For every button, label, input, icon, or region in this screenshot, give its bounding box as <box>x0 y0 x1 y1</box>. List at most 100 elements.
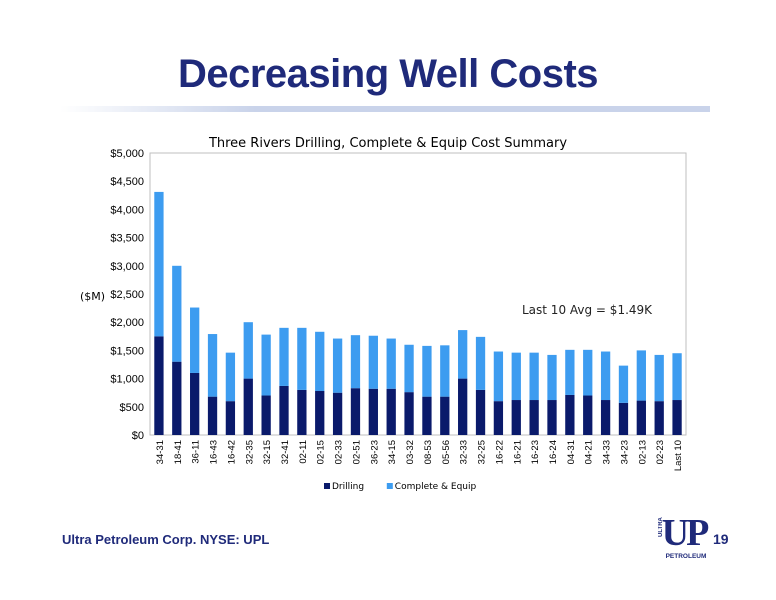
y-tick-label: $5,000 <box>110 148 144 160</box>
bar-drilling <box>422 396 432 435</box>
x-tick-label: 34-23 <box>619 440 630 464</box>
x-tick-label: 04-21 <box>584 440 595 464</box>
bar-complete-equip <box>618 365 629 403</box>
bar-drilling <box>243 378 253 435</box>
x-tick-label: 02-15 <box>316 440 327 464</box>
bar-drilling <box>315 391 325 435</box>
bar-complete-equip <box>315 331 325 392</box>
logo-word-top: ULTRA <box>658 516 664 537</box>
y-tick-label: $4,500 <box>110 176 144 188</box>
bar-complete-equip <box>600 351 611 401</box>
bar-complete-equip <box>565 349 575 395</box>
bar-drilling <box>440 396 450 435</box>
bar-drilling <box>297 389 307 435</box>
chart-legend: Drilling Complete & Equip <box>324 482 477 492</box>
x-tick-label: 32-15 <box>262 440 273 464</box>
bar-complete-equip <box>261 334 271 396</box>
legend-swatch-drilling <box>324 483 330 489</box>
bar-drilling <box>475 389 486 435</box>
bar-complete-equip <box>529 352 539 401</box>
bar-complete-equip <box>154 191 164 337</box>
bar-complete-equip <box>279 327 289 386</box>
bar-drilling <box>368 388 378 435</box>
bar-complete-equip <box>190 307 200 373</box>
x-tick-label: 18-41 <box>173 440 184 464</box>
bar-drilling <box>493 401 504 435</box>
x-tick-label: 32-33 <box>459 440 470 464</box>
chart-title: Three Rivers Drilling, Complete & Equip … <box>208 136 567 151</box>
legend-swatch-complete-equip <box>386 483 393 489</box>
bar-drilling <box>458 378 468 435</box>
bar-complete-equip <box>386 338 396 389</box>
x-tick-label: 02-23 <box>655 440 666 464</box>
bar-complete-equip <box>636 350 646 401</box>
bar-complete-equip <box>350 335 361 389</box>
bar-group <box>154 191 682 435</box>
y-tick-label: $0 <box>132 430 144 442</box>
bar-complete-equip <box>422 345 432 397</box>
x-tick-label: 16-21 <box>512 440 523 464</box>
bar-complete-equip <box>404 344 414 393</box>
x-tick-label: 36-23 <box>369 440 380 464</box>
bar-complete-equip <box>368 335 378 389</box>
slide-title: Decreasing Well Costs <box>177 52 599 96</box>
bar-complete-equip <box>583 349 593 396</box>
y-tick-label: $3,000 <box>110 261 144 273</box>
x-tick-label: 03-32 <box>405 440 416 464</box>
bar-drilling <box>583 395 593 435</box>
bar-drilling <box>190 372 200 435</box>
y-tick-label: $1,000 <box>110 374 144 386</box>
ultra-petroleum-logo: UP ULTRA PETROLEUM <box>658 503 714 563</box>
y-axis-label: ($M) <box>80 290 105 303</box>
bar-drilling <box>350 388 361 435</box>
bar-drilling <box>529 400 539 435</box>
bar-complete-equip <box>172 265 182 362</box>
bar-drilling <box>404 392 414 435</box>
bar-drilling <box>618 402 629 435</box>
y-tick-label: $2,500 <box>110 289 144 301</box>
x-tick-label: 34-31 <box>155 440 166 464</box>
bar-drilling <box>154 336 164 435</box>
bar-drilling <box>600 400 611 435</box>
x-tick-label: 04-31 <box>566 440 577 464</box>
bar-complete-equip <box>493 351 504 402</box>
bar-complete-equip <box>672 353 682 401</box>
x-tick-label: 05-56 <box>441 440 452 464</box>
bar-drilling <box>511 400 521 435</box>
x-tick-label: Last 10 <box>673 440 684 471</box>
x-tick-label: 16-43 <box>209 440 220 464</box>
bar-drilling <box>547 400 557 435</box>
bar-complete-equip <box>440 345 450 397</box>
bar-complete-equip <box>243 322 253 379</box>
bar-drilling <box>565 394 575 435</box>
x-tick-label: 16-24 <box>548 440 559 464</box>
bar-drilling <box>207 396 218 435</box>
x-tick-label: 16-42 <box>226 440 237 464</box>
title-underline <box>60 106 710 112</box>
x-tick-label: 16-23 <box>530 440 541 464</box>
bar-drilling <box>636 400 646 435</box>
y-tick-label: $3,500 <box>110 233 144 245</box>
bar-complete-equip <box>207 334 218 397</box>
x-tick-label: 02-11 <box>298 440 309 464</box>
x-tick-label: 34-15 <box>387 440 398 464</box>
x-tick-label: 02-33 <box>334 440 345 464</box>
x-tick-label: 02-51 <box>351 440 362 464</box>
bar-complete-equip <box>547 354 557 401</box>
bar-complete-equip <box>225 352 236 402</box>
bar-drilling <box>225 401 236 435</box>
plot-area-frame <box>149 152 687 436</box>
bar-complete-equip <box>458 330 468 379</box>
legend-label-drilling: Drilling <box>332 482 364 492</box>
x-axis-ticks: 34-31 18-41 36-11 16-43 16-42 32-35 32-15 32-41… <box>155 440 684 471</box>
bar-complete-equip <box>654 354 664 402</box>
page-number: 19 <box>713 531 729 547</box>
x-tick-label: 08-53 <box>423 440 434 464</box>
x-tick-label: 32-25 <box>477 440 488 464</box>
logo-word-bottom: PETROLEUM <box>666 553 707 560</box>
y-tick-label: $4,000 <box>110 204 144 216</box>
x-tick-label: 16-22 <box>494 440 505 464</box>
bar-drilling <box>332 392 343 435</box>
average-annotation: Last 10 Avg = $1.49K <box>522 303 653 317</box>
